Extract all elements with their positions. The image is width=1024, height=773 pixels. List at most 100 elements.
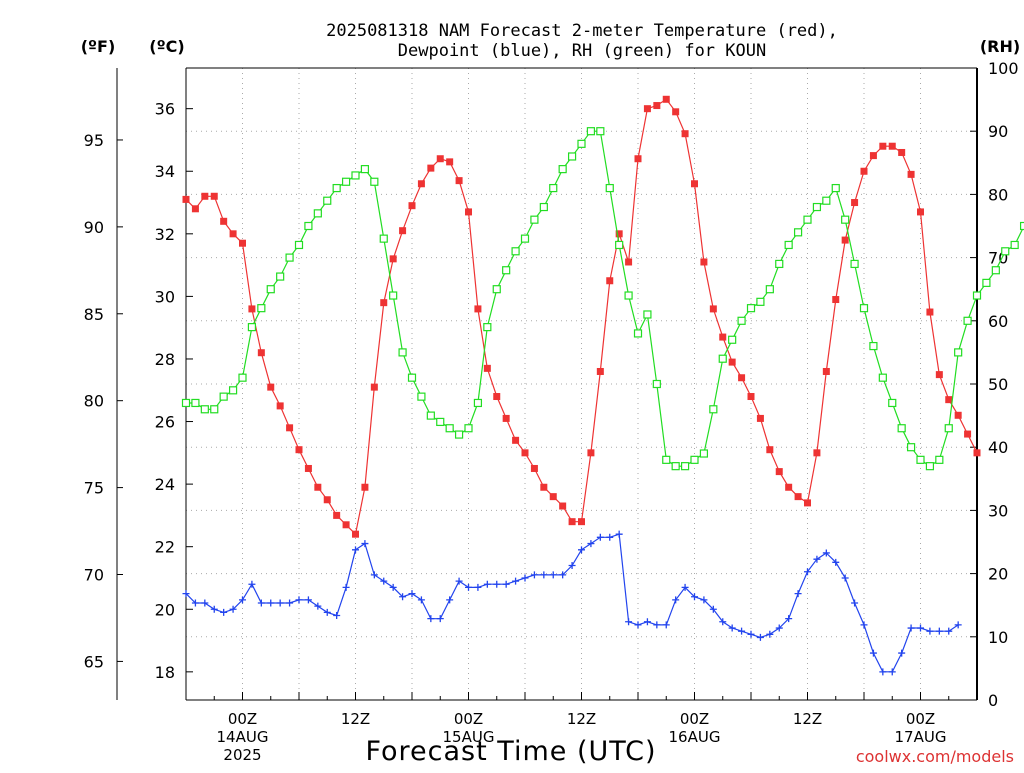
dewpoint-point bbox=[955, 621, 962, 628]
rh-point bbox=[813, 204, 820, 211]
dewpoint-point bbox=[343, 584, 350, 591]
dewpoint-point bbox=[305, 596, 312, 603]
dewpoint-point bbox=[606, 534, 613, 541]
x-tick-label: 00Z bbox=[454, 710, 483, 728]
rh-point bbox=[644, 311, 651, 318]
series-layer bbox=[183, 96, 1024, 676]
temperature-point bbox=[296, 446, 303, 453]
chart-title-line2: Dewpoint (blue), RH (green) for KOUN bbox=[398, 41, 766, 61]
dewpoint-series-line bbox=[186, 534, 958, 672]
x-tick-label: 00Z bbox=[906, 710, 935, 728]
temperature-point bbox=[710, 305, 717, 312]
rh-tick-label: 10 bbox=[988, 628, 1008, 647]
dewpoint-point bbox=[474, 584, 481, 591]
temperature-point bbox=[361, 484, 368, 491]
temperature-point bbox=[267, 384, 274, 391]
rh-point bbox=[992, 267, 999, 274]
rh-point bbox=[418, 393, 425, 400]
dewpoint-point bbox=[889, 668, 896, 675]
temperature-point bbox=[465, 208, 472, 215]
temperature-point bbox=[823, 368, 830, 375]
temperature-point bbox=[503, 415, 510, 422]
temperature-point bbox=[738, 374, 745, 381]
dewpoint-point bbox=[418, 596, 425, 603]
x-tick-label: 12Z bbox=[567, 710, 596, 728]
temperature-point bbox=[540, 484, 547, 491]
x-tick-date-label: 16AUG bbox=[669, 728, 721, 746]
rh-point bbox=[399, 349, 406, 356]
dewpoint-point bbox=[861, 621, 868, 628]
rh-point bbox=[908, 444, 915, 451]
temperature-point bbox=[220, 218, 227, 225]
rh-point bbox=[239, 374, 246, 381]
temperature-point bbox=[211, 193, 218, 200]
rh-point bbox=[898, 425, 905, 432]
rh-point bbox=[493, 286, 500, 293]
temperature-point bbox=[446, 158, 453, 165]
temperature-point bbox=[456, 177, 463, 184]
rh-point bbox=[917, 456, 924, 463]
rh-point bbox=[550, 185, 557, 192]
temperature-point bbox=[889, 143, 896, 150]
temperature-point bbox=[842, 237, 849, 244]
celsius-tick-label: 20 bbox=[155, 600, 175, 619]
dewpoint-point bbox=[371, 571, 378, 578]
temperature-point bbox=[277, 402, 284, 409]
temperature-point bbox=[493, 393, 500, 400]
rh-point bbox=[823, 197, 830, 204]
rh-point bbox=[456, 431, 463, 438]
x-tick-label: 00Z bbox=[228, 710, 257, 728]
temperature-point bbox=[785, 484, 792, 491]
rh-series-line bbox=[186, 131, 1024, 466]
rh-point bbox=[710, 406, 717, 413]
rh-point bbox=[936, 456, 943, 463]
rh-point bbox=[766, 286, 773, 293]
temperature-point bbox=[879, 143, 886, 150]
dewpoint-point bbox=[917, 625, 924, 632]
temperature-point bbox=[653, 102, 660, 109]
rh-point bbox=[945, 425, 952, 432]
dewpoint-point bbox=[409, 590, 416, 597]
temperature-point bbox=[512, 437, 519, 444]
rh-point bbox=[776, 260, 783, 267]
rh-point bbox=[183, 399, 190, 406]
rh-point bbox=[192, 399, 199, 406]
temperature-point bbox=[201, 193, 208, 200]
rh-point bbox=[333, 185, 340, 192]
temperature-point bbox=[672, 108, 679, 115]
dewpoint-point bbox=[842, 574, 849, 581]
rh-point bbox=[409, 374, 416, 381]
dewpoint-point bbox=[314, 603, 321, 610]
dewpoint-point bbox=[361, 540, 368, 547]
rh-point bbox=[522, 235, 529, 242]
rh-tick-label: 40 bbox=[988, 438, 1008, 457]
rh-point bbox=[286, 254, 293, 261]
rh-unit-label: (RH) bbox=[980, 37, 1020, 56]
rh-point bbox=[672, 463, 679, 470]
dewpoint-point bbox=[729, 625, 736, 632]
celsius-tick-label: 30 bbox=[155, 287, 175, 306]
temperature-point bbox=[550, 493, 557, 500]
dewpoint-point bbox=[267, 600, 274, 607]
rh-point bbox=[296, 241, 303, 248]
rh-point bbox=[446, 425, 453, 432]
dewpoint-point bbox=[531, 571, 538, 578]
rh-point bbox=[512, 248, 519, 255]
temperature-point bbox=[578, 518, 585, 525]
rh-tick-label: 0 bbox=[988, 691, 998, 710]
dewpoint-point bbox=[926, 628, 933, 635]
dewpoint-point bbox=[277, 600, 284, 607]
temperature-point bbox=[522, 449, 529, 456]
temperature-point bbox=[955, 412, 962, 419]
temperature-point bbox=[587, 449, 594, 456]
celsius-tick-label: 18 bbox=[155, 663, 175, 682]
rh-tick-label: 50 bbox=[988, 375, 1008, 394]
rh-point bbox=[1011, 241, 1018, 248]
x-tick-year-label: 2025 bbox=[223, 746, 261, 764]
rh-point bbox=[785, 241, 792, 248]
dewpoint-point bbox=[587, 540, 594, 547]
rh-point bbox=[832, 185, 839, 192]
rh-tick-label: 100 bbox=[988, 59, 1019, 78]
